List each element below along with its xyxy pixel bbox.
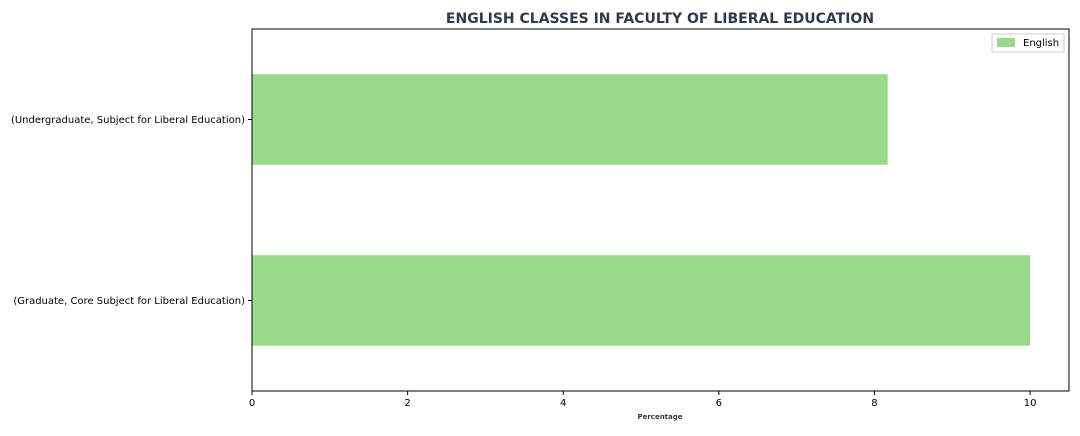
bars-layer — [252, 74, 1031, 346]
x-tick-label-5: 8 — [871, 398, 877, 409]
y-axis-ticks: (Undergraduate, Subject for Liberal Educ… — [11, 115, 252, 307]
x-axis-ticks: 0 2 4 6 8 10 — [249, 391, 1037, 409]
y-tick-label-2: (Graduate, Core Subject for Liberal Educ… — [13, 296, 245, 307]
x-tick-label-3: 4 — [560, 398, 566, 409]
plot-frame — [251, 28, 1070, 392]
x-axis-label: Percentage — [637, 413, 682, 421]
legend: English — [991, 33, 1065, 53]
chart-title: ENGLISH CLASSES IN FACULTY OF LIBERAL ED… — [446, 11, 874, 27]
x-tick-label-2: 2 — [404, 398, 410, 409]
bar-2 — [252, 255, 1031, 346]
x-tick-label-6: 10 — [1024, 398, 1037, 409]
legend-swatch — [997, 38, 1015, 47]
x-tick-label-4: 6 — [716, 398, 722, 409]
legend-label: English — [1023, 38, 1059, 49]
x-tick-label-1: 0 — [249, 398, 255, 409]
y-tick-label-1: (Undergraduate, Subject for Liberal Educ… — [11, 115, 245, 126]
bar-1 — [252, 74, 888, 165]
